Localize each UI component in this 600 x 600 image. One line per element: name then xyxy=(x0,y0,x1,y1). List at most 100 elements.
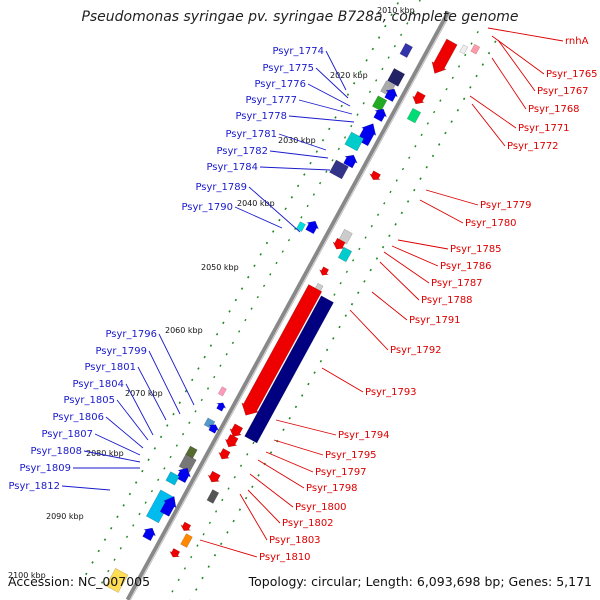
reverse-gene-label-23-leader xyxy=(199,539,258,558)
reverse-feature-16-shape xyxy=(218,448,231,460)
forward-feature-9 xyxy=(343,154,358,169)
reverse-gene-label-19-leader xyxy=(257,459,305,489)
reverse-gene-label-11: Psyr_1787 xyxy=(431,278,483,289)
reverse-gene-label-13: Psyr_1791 xyxy=(409,315,461,326)
reverse-gene-label-12-leader xyxy=(379,261,420,301)
forward-feature-22 xyxy=(159,496,177,517)
kbp-label: 2090 kbp xyxy=(46,512,84,521)
forward-gene-label-11: Psyr_1796 xyxy=(105,329,157,340)
forward-gene-label-8-leader xyxy=(259,166,331,171)
forward-gene-label-4-leader xyxy=(298,99,353,115)
reverse-feature-3-shape xyxy=(470,43,481,55)
reverse-feature-16 xyxy=(218,448,231,460)
reverse-feature-9-shape xyxy=(337,246,353,263)
forward-gene-label-18-leader xyxy=(83,450,141,463)
forward-feature-24 xyxy=(105,567,129,593)
forward-gene-label-5: Psyr_1778 xyxy=(235,111,287,122)
reverse-feature-17 xyxy=(207,470,221,483)
reverse-gene-label-7: Psyr_1779 xyxy=(480,200,532,211)
kbp-label: 2040 kbp xyxy=(237,199,275,208)
reverse-feature-2-shape xyxy=(459,44,469,55)
kbp-label: 2080 kbp xyxy=(86,449,124,458)
reverse-gene-label-10: Psyr_1786 xyxy=(440,261,492,272)
reverse-gene-label-7-leader xyxy=(425,189,479,206)
reverse-feature-15-shape xyxy=(224,433,239,448)
forward-feature-13-shape xyxy=(217,386,227,397)
forward-feature-4-shape xyxy=(384,88,398,103)
reverse-feature-20 xyxy=(180,533,193,548)
kbp-label: 2070 kbp xyxy=(125,389,163,398)
forward-gene-label-13-leader xyxy=(137,366,167,421)
forward-gene-label-2-leader xyxy=(315,67,349,99)
reverse-feature-4 xyxy=(412,90,426,105)
kbp-label: 2060 kbp xyxy=(165,326,203,335)
forward-feature-5-shape xyxy=(372,95,388,112)
forward-gene-label-16: Psyr_1806 xyxy=(52,412,104,423)
forward-gene-label-7-leader xyxy=(269,150,329,159)
forward-gene-label-8: Psyr_1784 xyxy=(206,162,258,173)
reverse-gene-label-23: Psyr_1810 xyxy=(259,552,311,563)
reverse-feature-12-shape xyxy=(241,284,323,416)
forward-feature-11-shape xyxy=(305,220,319,235)
reverse-feature-14-shape xyxy=(229,423,244,437)
reverse-gene-label-15-leader xyxy=(321,367,364,393)
forward-feature-18 xyxy=(178,453,197,473)
forward-feature-18-shape xyxy=(178,453,197,473)
forward-gene-label-4: Psyr_1777 xyxy=(245,95,297,106)
forward-gene-label-9-leader xyxy=(248,186,301,233)
forward-feature-6 xyxy=(373,108,387,123)
forward-feature-8 xyxy=(344,131,365,152)
kbp-label: 2050 kbp xyxy=(201,263,239,272)
kbp-label: 2010 kbp xyxy=(377,6,415,15)
forward-gene-label-10: Psyr_1790 xyxy=(181,202,233,213)
reverse-feature-15 xyxy=(224,433,239,448)
reverse-feature-1 xyxy=(431,38,458,74)
gene-labels: Psyr_1774 Psyr_1775 Psyr_1776 Psyr_1777 Psyr… xyxy=(8,36,597,563)
forward-feature-10 xyxy=(329,159,349,180)
forward-gene-label-19: Psyr_1809 xyxy=(19,463,71,474)
reverse-gene-label-9: Psyr_1785 xyxy=(450,244,502,255)
forward-gene-label-13: Psyr_1801 xyxy=(84,362,136,373)
reverse-gene-label-3: Psyr_1767 xyxy=(537,86,589,97)
reverse-gene-label-16-leader xyxy=(275,419,337,436)
forward-feature-24-shape xyxy=(105,567,129,593)
reverse-gene-label-17: Psyr_1795 xyxy=(325,450,377,461)
reverse-feature-1-shape xyxy=(431,38,458,74)
forward-feature-14-shape xyxy=(216,402,227,412)
backbone xyxy=(125,10,452,600)
reverse-gene-label-6-leader xyxy=(471,103,506,147)
forward-feature-9-shape xyxy=(343,154,358,169)
reverse-gene-label-6: Psyr_1772 xyxy=(507,141,559,152)
reverse-feature-18 xyxy=(206,489,220,504)
reverse-feature-2 xyxy=(459,44,469,55)
forward-feature-17-shape xyxy=(185,445,198,459)
accession-text: Accession: NC_007005 xyxy=(8,574,151,589)
reverse-gene-label-1: rnhA xyxy=(565,36,589,47)
reverse-feature-17-shape xyxy=(207,470,221,483)
reverse-feature-3 xyxy=(470,43,481,55)
reverse-feature-21-shape xyxy=(169,548,181,558)
forward-feature-1 xyxy=(399,42,413,58)
reverse-gene-label-8: Psyr_1780 xyxy=(465,218,517,229)
forward-feature-17 xyxy=(185,445,198,459)
forward-feature-8-shape xyxy=(344,131,365,152)
forward-feature-6-shape xyxy=(373,108,387,123)
forward-gene-label-2: Psyr_1775 xyxy=(262,63,314,74)
reverse-feature-19-shape xyxy=(180,521,192,531)
forward-gene-label-12: Psyr_1799 xyxy=(95,346,147,357)
reverse-feature-20-shape xyxy=(180,533,193,548)
kbp-label: 2100 kbp xyxy=(8,571,46,580)
forward-gene-label-17-leader xyxy=(94,433,141,456)
forward-gene-label-18: Psyr_1808 xyxy=(30,446,82,457)
reverse-gene-label-8-leader xyxy=(419,199,464,224)
reverse-gene-label-2-leader xyxy=(491,35,545,75)
forward-feature-23 xyxy=(142,527,156,542)
forward-feature-16-shape xyxy=(208,424,220,434)
reverse-gene-label-20: Psyr_1800 xyxy=(295,502,347,513)
reverse-gene-label-10-leader xyxy=(391,245,439,267)
forward-feature-1-shape xyxy=(399,42,413,58)
reverse-gene-label-22: Psyr_1803 xyxy=(269,535,321,546)
reverse-feature-4-shape xyxy=(412,90,426,105)
forward-gene-label-6-leader xyxy=(278,133,327,151)
reverse-feature-9 xyxy=(337,246,353,263)
